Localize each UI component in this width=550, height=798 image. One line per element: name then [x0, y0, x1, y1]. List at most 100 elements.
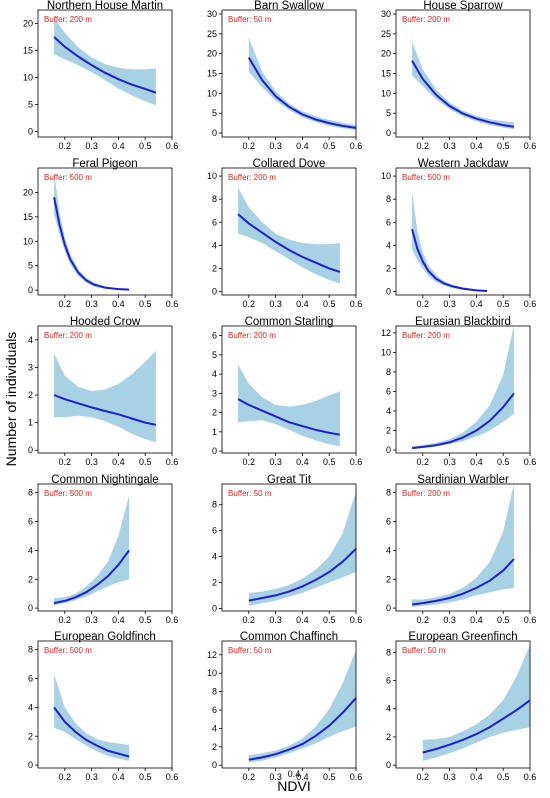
panel-title: European Goldfinch — [54, 631, 156, 643]
x-tick-label: 0.4 — [296, 615, 309, 625]
confidence-band — [422, 645, 530, 761]
x-tick-label: 0.6 — [524, 772, 537, 782]
fitted-line — [248, 697, 357, 761]
x-tick-label: 0.3 — [443, 615, 456, 625]
y-tick-label: 20 — [23, 187, 33, 197]
panel-12: Sardinian Warbler Buffer: 200 m 0.2 0.3 0.4 0… — [386, 474, 536, 625]
x-tick-label: 0.5 — [139, 457, 152, 467]
confidence-band — [54, 172, 130, 291]
y-tick-label: 6 — [386, 217, 391, 227]
y-tick-label: 4 — [386, 406, 391, 416]
buffer-annotation: Buffer: 200 m — [228, 173, 276, 182]
x-tick-label: 0.5 — [139, 615, 152, 625]
fitted-line — [247, 57, 357, 129]
x-tick-label: 0.5 — [139, 772, 152, 782]
x-tick-label: 0.6 — [166, 141, 179, 151]
confidence-band — [238, 187, 340, 284]
x-tick-label: 0.5 — [139, 141, 152, 151]
y-tick-label: 4 — [212, 240, 217, 250]
y-tick-label: 10 — [381, 347, 391, 357]
x-tick-label: 0.4 — [112, 141, 125, 151]
y-tick-label: 15 — [23, 212, 33, 222]
plot-frame — [221, 483, 357, 612]
x-tick-label: 0.6 — [524, 299, 537, 309]
fitted-line — [237, 213, 341, 273]
panel-title: Barn Swallow — [254, 0, 324, 12]
x-tick-label: 0.2 — [59, 457, 72, 467]
panel-title: Common Nightingale — [51, 474, 158, 486]
x-tick-label: 0.2 — [59, 141, 72, 151]
plot-frame — [37, 483, 173, 612]
y-tick-label: 6 — [386, 386, 391, 396]
plot-frame — [37, 167, 173, 296]
y-tick-label: 2 — [212, 263, 217, 273]
panel-6: Western Jackdaw Buffer: 500 m 0.2 0.3 0.4 0.5… — [381, 158, 536, 309]
y-tick-label: 0 — [28, 603, 33, 613]
y-tick-label: 25 — [207, 29, 217, 39]
x-tick-label: 0.3 — [269, 615, 282, 625]
y-tick-label: 0 — [386, 445, 391, 455]
x-tick-label: 0.3 — [85, 615, 98, 625]
y-tick-label: 10 — [23, 73, 33, 83]
y-tick-label: 2 — [212, 742, 217, 752]
x-tick-label: 0.5 — [497, 141, 510, 151]
confidence-band — [248, 650, 356, 763]
panel-title: Northern House Martin — [47, 0, 163, 12]
x-tick-label: 0.5 — [323, 457, 336, 467]
x-tick-label: 0.3 — [443, 772, 456, 782]
y-tick-label: 8 — [212, 500, 217, 510]
x-tick-label: 0.6 — [350, 615, 363, 625]
confidence-band — [412, 325, 514, 450]
panel-9: Eurasian Blackbird Buffer: 200 m 0.2 0.3 0.4… — [381, 316, 536, 467]
x-tick-label: 0.2 — [417, 457, 430, 467]
x-tick-label: 0.3 — [85, 457, 98, 467]
y-tick-label: 0 — [28, 127, 33, 137]
fitted-line — [411, 558, 515, 606]
buffer-annotation: Buffer: 500 m — [402, 173, 450, 182]
y-tick-label: 2 — [28, 390, 33, 400]
x-tick-label: 0.4 — [112, 457, 125, 467]
x-tick-label: 0.3 — [85, 299, 98, 309]
y-tick-label: 3 — [212, 388, 217, 398]
panel-title: European Greenfinch — [408, 631, 517, 643]
buffer-annotation: Buffer: 200 m — [402, 15, 450, 24]
panel-7: Hooded Crow Buffer: 200 m 0.2 0.3 0.4 0.5 0.6 0… — [28, 316, 178, 467]
x-tick-label: 0.2 — [59, 772, 72, 782]
buffer-annotation: Buffer: 50 m — [228, 646, 272, 655]
x-tick-label: 0.4 — [470, 141, 483, 151]
y-tick-label: 4 — [386, 545, 391, 555]
buffer-annotation: Buffer: 200 m — [228, 331, 276, 340]
y-tick-label: 0 — [212, 128, 217, 138]
buffer-annotation: Buffer: 200 m — [402, 489, 450, 498]
y-tick-label: 0 — [212, 603, 217, 613]
y-tick-label: 4 — [212, 723, 217, 733]
y-tick-label: 6 — [212, 705, 217, 715]
panel-title: Sardinian Warbler — [417, 474, 509, 486]
y-tick-label: 8 — [386, 194, 391, 204]
y-tick-label: 6 — [212, 217, 217, 227]
panel-title: Hooded Crow — [70, 316, 141, 328]
y-tick-label: 8 — [28, 645, 33, 655]
x-tick-label: 0.5 — [497, 457, 510, 467]
fitted-line — [411, 392, 515, 450]
y-tick-label: 6 — [386, 517, 391, 527]
y-tick-label: 15 — [207, 69, 217, 79]
x-tick-label: 0.4 — [470, 299, 483, 309]
x-tick-label: 0.4 — [112, 772, 125, 782]
y-tick-label: 20 — [207, 49, 217, 59]
x-tick-label: 0.5 — [323, 299, 336, 309]
y-tick-label: 4 — [212, 552, 217, 562]
fitted-line — [53, 394, 157, 426]
x-tick-label: 0.5 — [497, 299, 510, 309]
y-tick-label: 5 — [28, 100, 33, 110]
y-tick-label: 2 — [386, 263, 391, 273]
panel-title: Great Tit — [267, 474, 312, 486]
x-tick-label: 0.2 — [417, 615, 430, 625]
plot-frame — [395, 483, 531, 612]
panel-title: Feral Pigeon — [72, 158, 137, 170]
panel-14: Common Chaffinch Buffer: 50 m 0.2 0.3 0.4 0.5… — [207, 631, 362, 782]
x-tick-label: 0.6 — [524, 457, 537, 467]
y-tick-label: 4 — [28, 545, 33, 555]
x-tick-label: 0.3 — [443, 141, 456, 151]
